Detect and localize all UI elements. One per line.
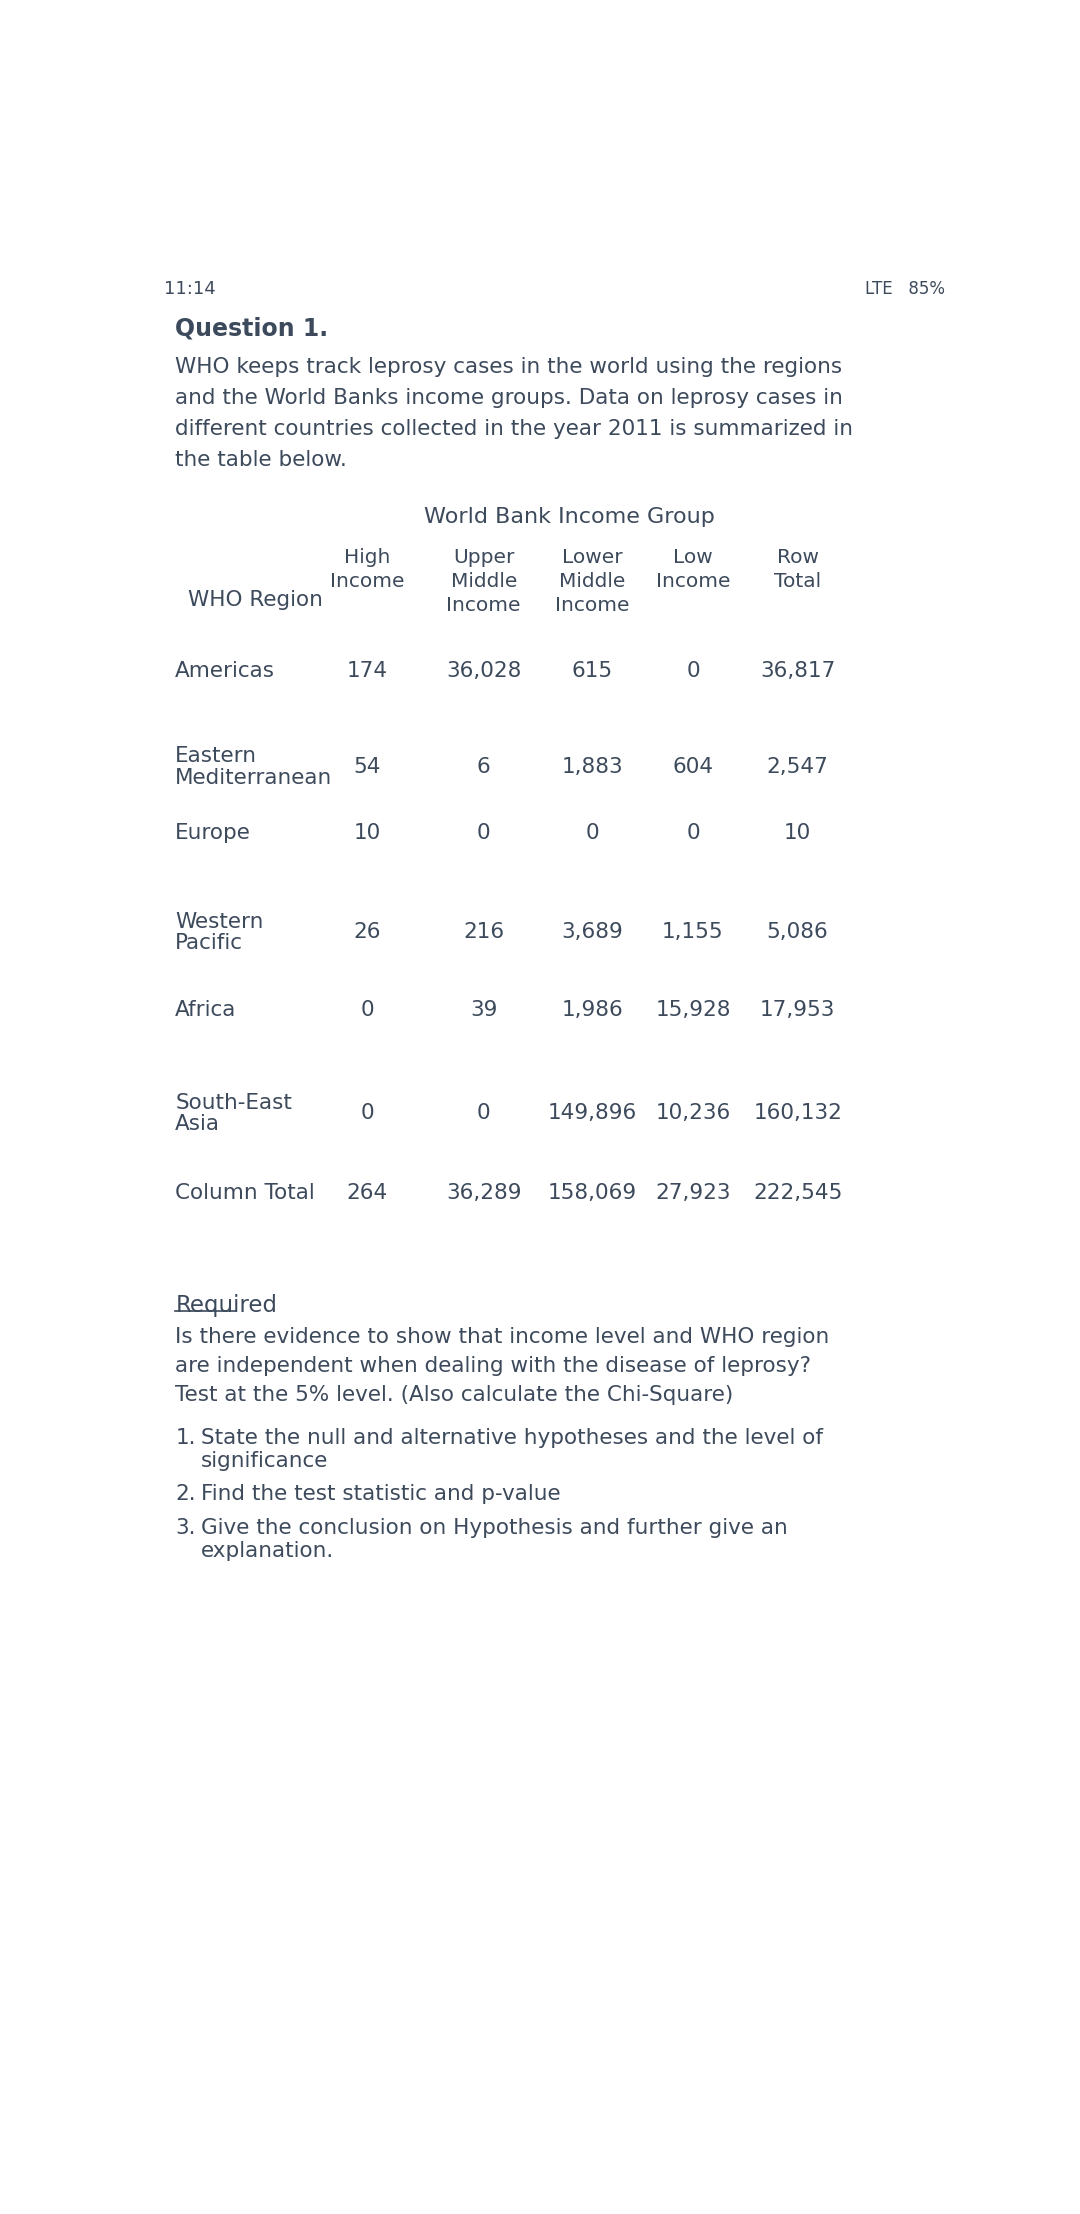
Text: LTE   85%: LTE 85% [865,281,945,299]
Text: Americas: Americas [175,662,275,682]
Text: 0: 0 [477,1103,490,1122]
Text: WHO keeps track leprosy cases in the world using the regions: WHO keeps track leprosy cases in the wor… [175,356,842,376]
Text: are independent when dealing with the disease of leprosy?: are independent when dealing with the di… [175,1355,811,1375]
Text: High
Income: High Income [330,547,405,591]
Text: 0: 0 [686,824,700,844]
Text: 1,155: 1,155 [662,923,724,943]
Text: 2,547: 2,547 [767,757,828,777]
Text: 0: 0 [361,1103,375,1122]
Text: 174: 174 [347,662,388,682]
Text: 39: 39 [470,1001,498,1021]
Text: 54: 54 [354,757,381,777]
Text: Western: Western [175,912,264,932]
Text: Eastern: Eastern [175,746,257,766]
Text: Test at the 5% level. (Also calculate the Chi-Square): Test at the 5% level. (Also calculate th… [175,1386,733,1406]
Text: Find the test statistic and p-value: Find the test statistic and p-value [201,1483,561,1503]
Text: Europe: Europe [175,824,252,844]
Text: World Bank Income Group: World Bank Income Group [423,507,715,527]
Text: 216: 216 [463,923,504,943]
Text: 15,928: 15,928 [656,1001,731,1021]
Text: 264: 264 [347,1182,388,1202]
Text: 6: 6 [477,757,490,777]
Text: Low
Income: Low Income [656,547,730,591]
Text: Upper
Middle
Income: Upper Middle Income [446,547,521,615]
Text: 615: 615 [571,662,612,682]
Text: 0: 0 [361,1001,375,1021]
Text: Is there evidence to show that income level and WHO region: Is there evidence to show that income le… [175,1326,829,1346]
Text: 36,289: 36,289 [446,1182,522,1202]
Text: 11:14: 11:14 [164,281,216,299]
Text: 0: 0 [585,824,599,844]
Text: Mediterranean: Mediterranean [175,768,333,788]
Text: Give the conclusion on Hypothesis and further give an: Give the conclusion on Hypothesis and fu… [201,1519,787,1539]
Text: 5,086: 5,086 [767,923,828,943]
Text: 3.: 3. [175,1519,195,1539]
Text: 158,069: 158,069 [548,1182,637,1202]
Text: 1,883: 1,883 [562,757,623,777]
Text: WHO Region: WHO Region [188,589,323,609]
Text: Africa: Africa [175,1001,237,1021]
Text: Row
Total: Row Total [774,547,821,591]
Text: the table below.: the table below. [175,449,347,469]
Text: State the null and alternative hypotheses and the level of: State the null and alternative hypothese… [201,1428,823,1448]
Text: 1,986: 1,986 [562,1001,623,1021]
Text: 149,896: 149,896 [548,1103,637,1122]
Text: 27,923: 27,923 [656,1182,731,1202]
Text: Lower
Middle
Income: Lower Middle Income [555,547,630,615]
Text: 2.: 2. [175,1483,195,1503]
Text: significance: significance [201,1452,328,1472]
Text: explanation.: explanation. [201,1541,334,1561]
Text: different countries collected in the year 2011 is summarized in: different countries collected in the yea… [175,418,853,438]
Text: Column Total: Column Total [175,1182,315,1202]
Text: 0: 0 [686,662,700,682]
Text: 17,953: 17,953 [760,1001,835,1021]
Text: South-East: South-East [175,1094,293,1114]
Text: 3,689: 3,689 [562,923,623,943]
Text: 10: 10 [354,824,381,844]
Text: Question 1.: Question 1. [175,317,328,341]
Text: 1.: 1. [175,1428,195,1448]
Text: 10: 10 [784,824,811,844]
Text: Pacific: Pacific [175,934,243,954]
Text: Asia: Asia [175,1114,220,1134]
Text: 160,132: 160,132 [753,1103,842,1122]
Text: 0: 0 [477,824,490,844]
Text: 36,817: 36,817 [760,662,835,682]
Text: 604: 604 [673,757,714,777]
Text: 222,545: 222,545 [753,1182,842,1202]
Text: 36,028: 36,028 [446,662,522,682]
Text: 26: 26 [354,923,381,943]
Text: 10,236: 10,236 [656,1103,731,1122]
Text: and the World Banks income groups. Data on leprosy cases in: and the World Banks income groups. Data … [175,387,843,407]
Text: Required: Required [175,1295,278,1317]
